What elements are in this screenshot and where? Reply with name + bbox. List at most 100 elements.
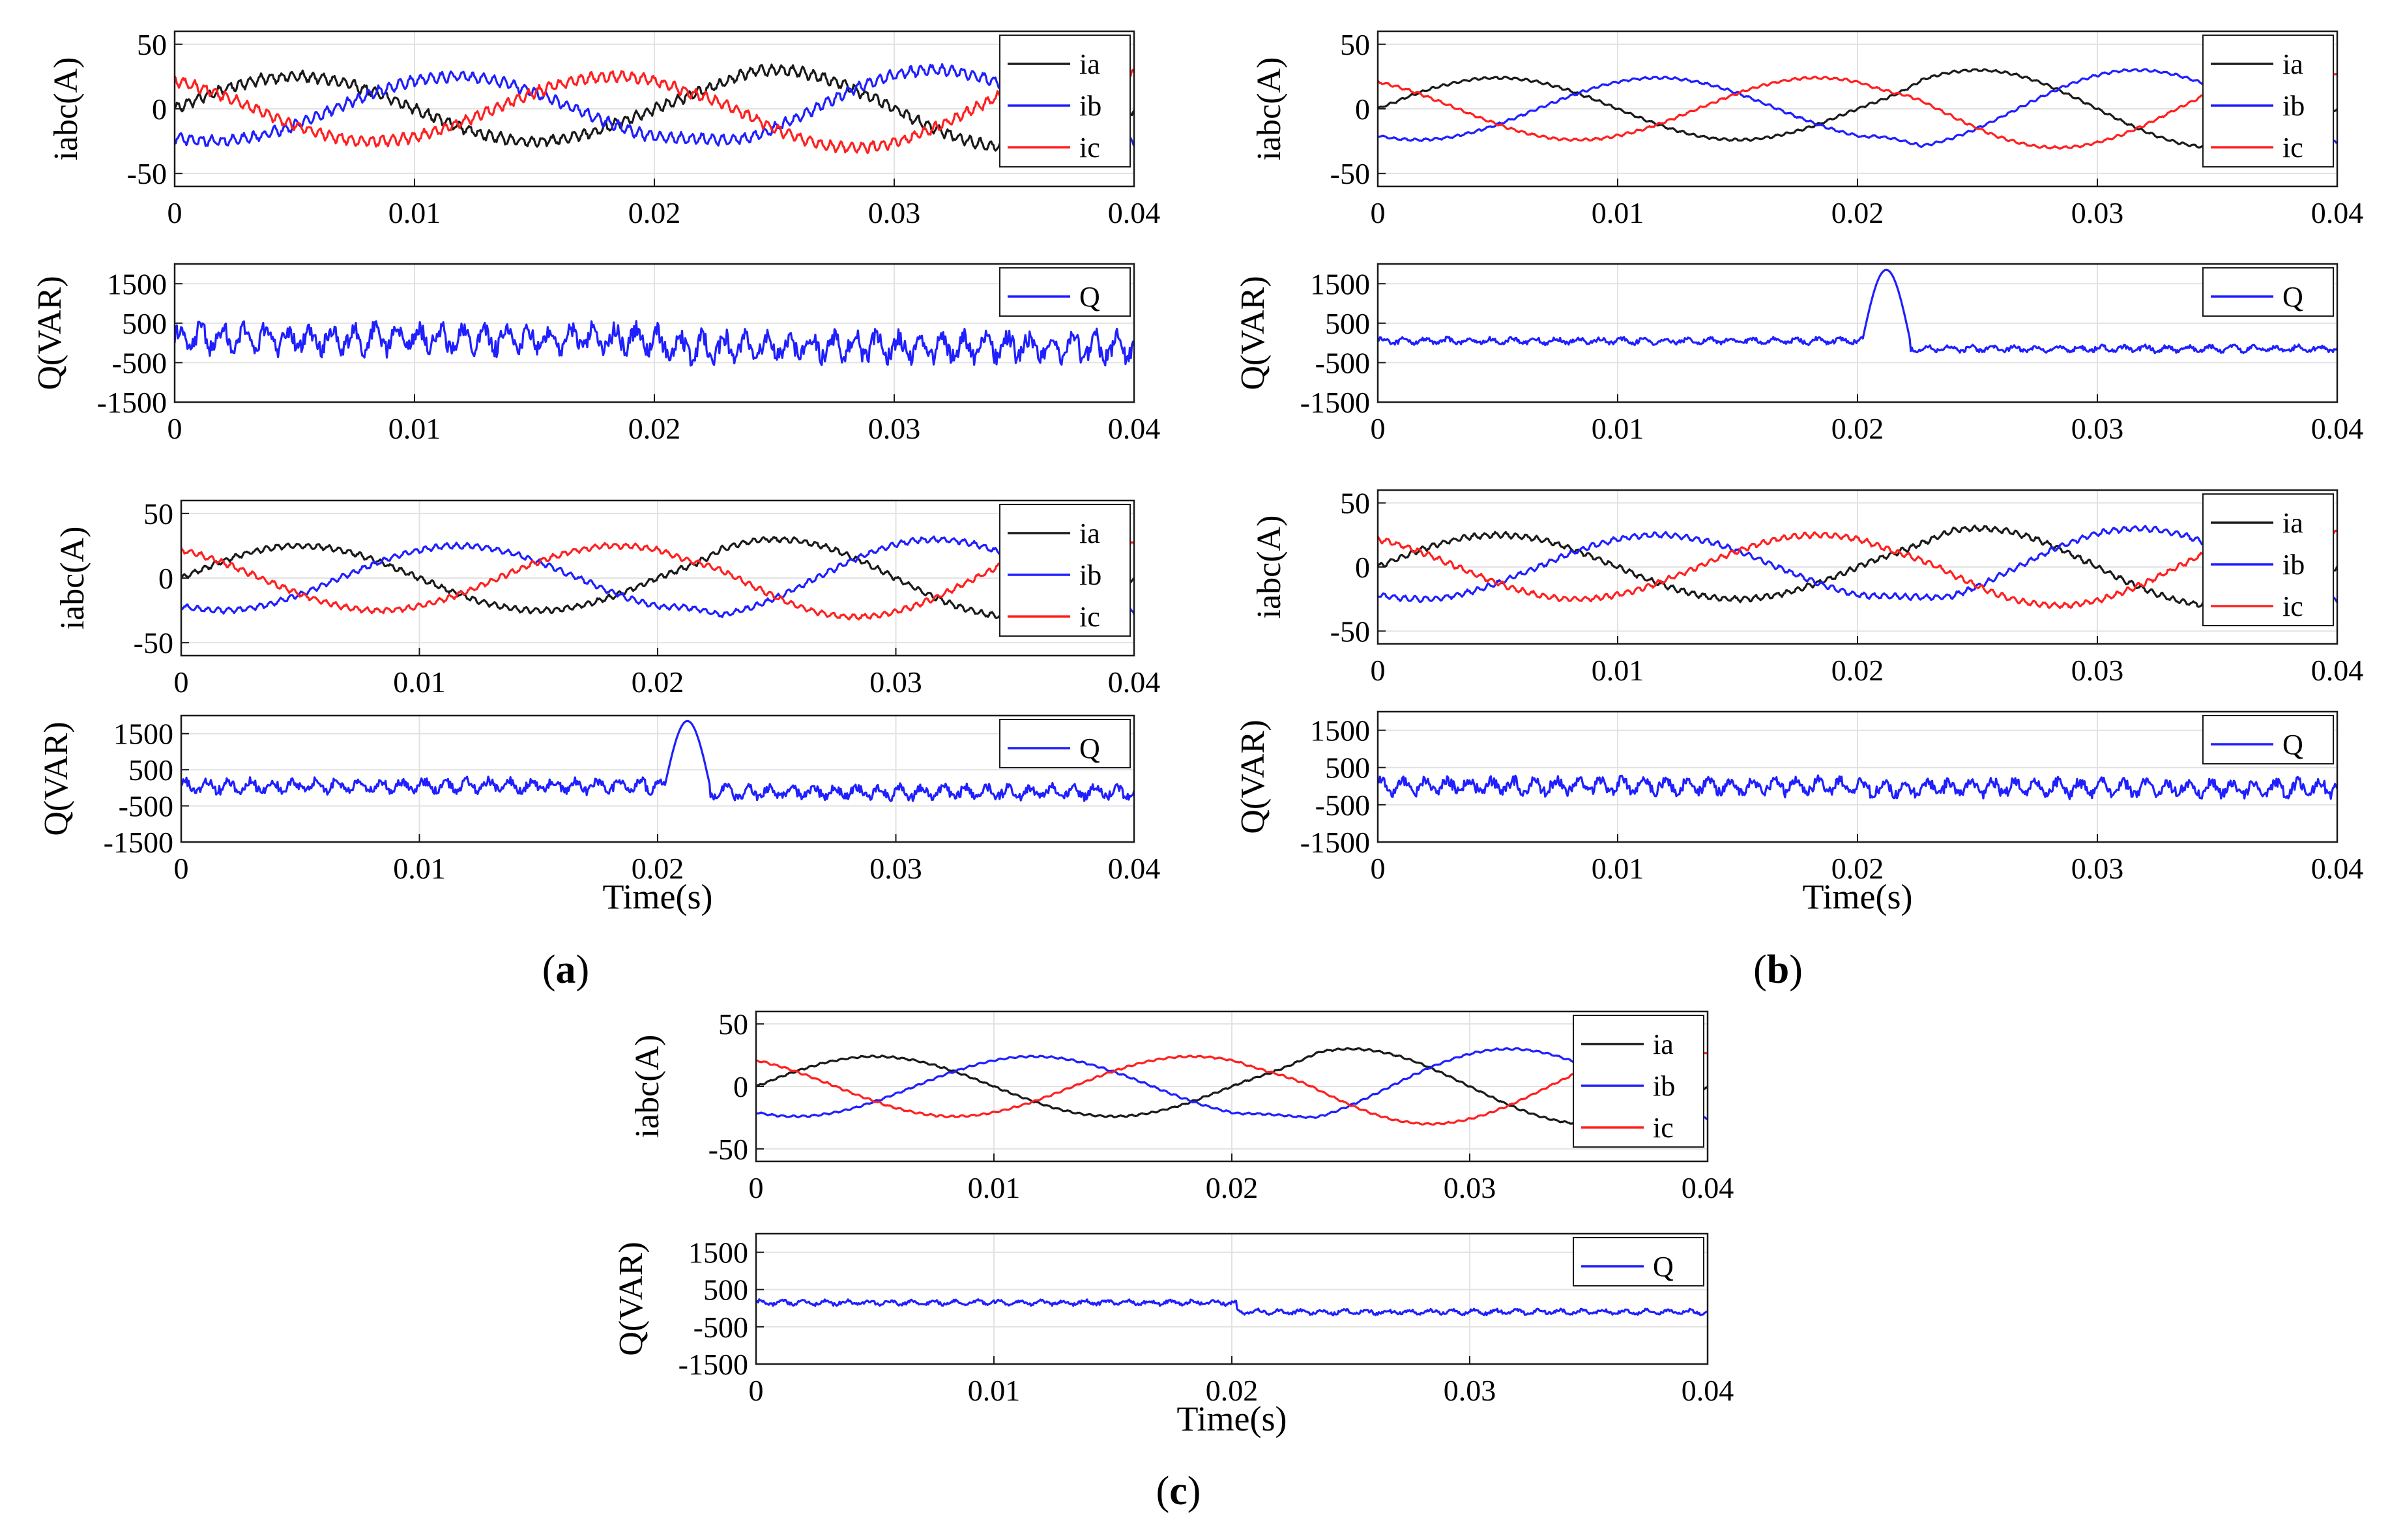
series-line-ia (1378, 524, 2337, 609)
x-axis-label: Time(s) (1176, 1399, 1287, 1438)
x-tick-label: 0.03 (2071, 196, 2124, 229)
series-group (181, 535, 1134, 621)
y-tick-label: 50 (143, 497, 173, 530)
y-tick-label: -500 (112, 346, 167, 379)
legend-entry-Q: Q (1653, 1251, 1674, 1283)
y-tick-label: -50 (1330, 615, 1370, 648)
y-axis-label: Q(VAR) (38, 721, 75, 835)
x-tick-label: 0.03 (2071, 412, 2124, 445)
y-tick-label: -50 (134, 626, 173, 660)
legend: ia ib ic (999, 35, 1131, 167)
x-tick-label: 0 (1371, 852, 1386, 885)
legend: ia ib ic (2202, 35, 2334, 167)
x-tick-label: 0 (168, 412, 182, 445)
series-group (175, 320, 1134, 367)
x-tick-label: 0.03 (1444, 1374, 1496, 1407)
x-tick-label: 0.04 (1108, 196, 1161, 229)
y-tick-label: 1500 (1310, 267, 1370, 300)
y-tick-label: -1500 (1300, 826, 1370, 859)
x-tick-label: 0.01 (1592, 412, 1644, 445)
series-line-Q (175, 320, 1134, 367)
legend-box (2202, 493, 2334, 626)
series-line-Q (181, 719, 1134, 802)
x-axis-label: Time(s) (1802, 877, 1912, 916)
x-tick-label: 0 (174, 665, 189, 699)
legend-box (2202, 267, 2334, 317)
legend-entry-Q: Q (2282, 281, 2303, 313)
series-group (1378, 68, 2337, 150)
y-tick-label: 50 (137, 28, 167, 61)
legend-entry-ic: ic (1079, 601, 1100, 633)
x-tick-label: 0.03 (868, 196, 921, 229)
legend-entry-ib: ib (2282, 549, 2305, 581)
series-line-ic (756, 1047, 1708, 1126)
series-line-ic (175, 63, 1134, 154)
y-tick-label: 50 (1340, 487, 1370, 520)
legend: Q (999, 267, 1131, 317)
y-axis-label: iabc(A) (1251, 57, 1288, 161)
y-tick-label: 500 (703, 1273, 748, 1307)
legend-box (1573, 1015, 1704, 1148)
legend-entry-Q: Q (1079, 733, 1100, 764)
x-tick-label: 0.01 (393, 852, 446, 885)
x-tick-label: 0.02 (1831, 852, 1884, 885)
legend-box (2202, 715, 2334, 764)
x-tick-label: 0.04 (2311, 654, 2364, 687)
y-tick-label: 500 (128, 753, 173, 787)
x-tick-label: 0.01 (1592, 196, 1644, 229)
y-tick-label: -1500 (678, 1348, 748, 1381)
series-line-ia (1378, 68, 2337, 150)
y-tick-label: -500 (693, 1311, 748, 1344)
legend-entry-ia: ia (1079, 48, 1100, 80)
series-line-ib (1378, 68, 2337, 148)
x-tick-label: 0.01 (968, 1171, 1021, 1204)
x-tick-label: 0.03 (2071, 852, 2124, 885)
y-axis-label: Q(VAR) (1234, 719, 1272, 834)
y-tick-label: 50 (718, 1008, 748, 1041)
series-line-ib (756, 1047, 1708, 1121)
y-tick-label: -1500 (97, 386, 167, 419)
legend-entry-ib: ib (2282, 90, 2305, 122)
series-group (1378, 269, 2337, 355)
x-tick-label: 0.01 (1592, 852, 1644, 885)
legend-entry-ic: ic (2282, 132, 2303, 164)
legend-box (1573, 1237, 1704, 1286)
y-tick-label: -1500 (104, 826, 173, 859)
x-tick-label: 0.03 (868, 412, 921, 445)
y-tick-label: 500 (1325, 751, 1370, 785)
y-axis-label: Q(VAR) (1234, 276, 1272, 390)
series-group (756, 1047, 1708, 1126)
x-tick-label: 0.02 (628, 196, 681, 229)
x-tick-label: 0 (1371, 654, 1386, 687)
y-tick-label: 1500 (1310, 714, 1370, 748)
series-line-ia (175, 63, 1134, 154)
series-group (175, 63, 1134, 154)
x-tick-label: 0.01 (1592, 654, 1644, 687)
x-tick-label: 0 (749, 1374, 764, 1407)
x-tick-label: 0.02 (1831, 412, 1884, 445)
y-axis-label: iabc(A) (1251, 516, 1288, 619)
series-line-ic (1378, 525, 2337, 609)
y-tick-label: 0 (1355, 551, 1370, 584)
series-line-ib (181, 535, 1134, 618)
y-axis-label: Q(VAR) (31, 276, 68, 390)
x-tick-label: 0.02 (632, 852, 684, 885)
legend-entry-Q: Q (1079, 281, 1100, 313)
series-line-ia (756, 1047, 1708, 1126)
series-line-ia (181, 536, 1134, 621)
caption-a: (a) (542, 948, 589, 992)
x-tick-label: 0.04 (1108, 852, 1161, 885)
series-line-Q (756, 1298, 1708, 1316)
x-tick-label: 0.04 (2311, 852, 2364, 885)
legend-entry-ib: ib (1079, 559, 1101, 591)
x-tick-label: 0.01 (968, 1374, 1021, 1407)
legend-entry-ib: ib (1079, 90, 1101, 122)
legend-box (999, 504, 1131, 637)
legend-entry-ia: ia (2282, 507, 2303, 539)
